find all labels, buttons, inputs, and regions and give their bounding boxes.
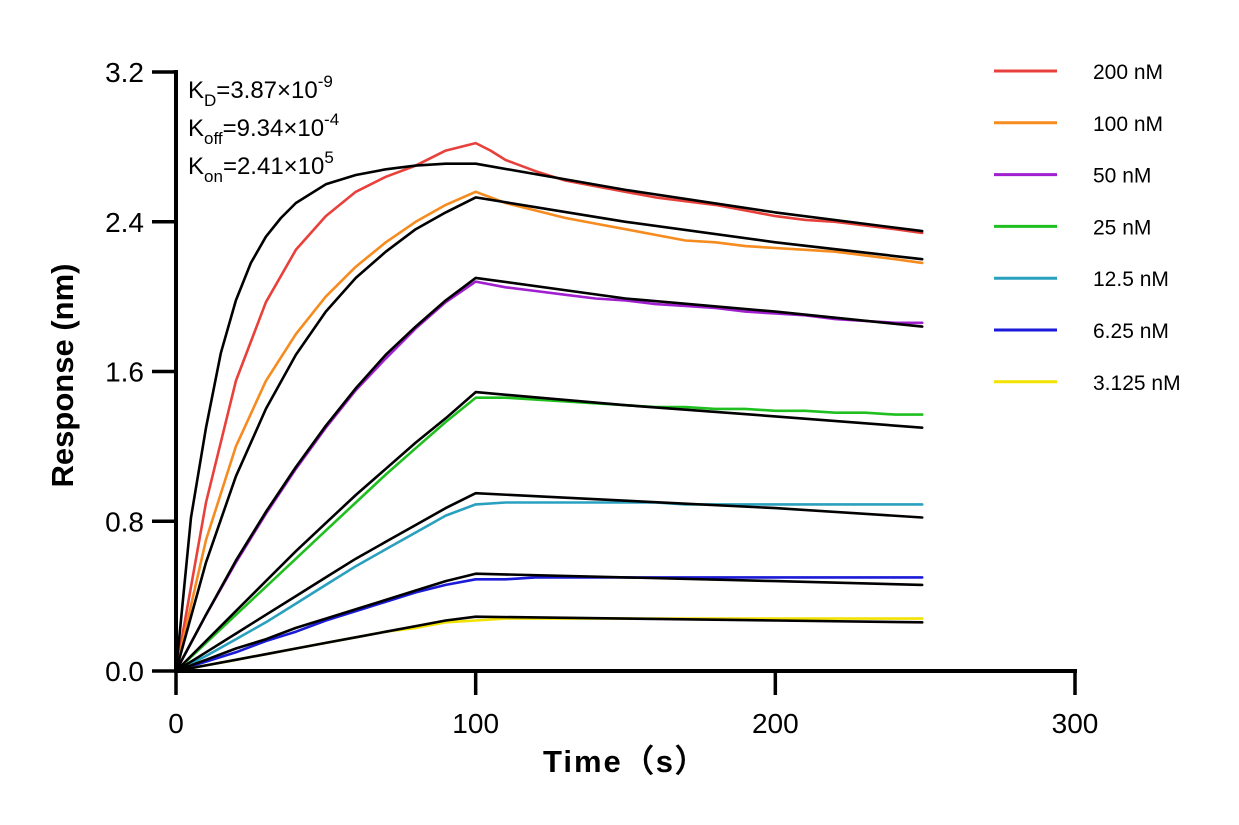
series-line-50-nm: [174, 280, 924, 673]
x-tick-label: 0: [168, 708, 184, 739]
legend-label-100-nm: 100 nM: [1093, 113, 1163, 136]
annotation-kon: Kon=2.41×105: [188, 148, 334, 186]
y-axis-title: Response (nm): [45, 264, 80, 488]
x-tick-label: 100: [452, 708, 499, 739]
fit-line-200-nm: [174, 162, 924, 673]
legend-label-25-nm: 25 nM: [1093, 216, 1151, 239]
legend-label-6-25-nm: 6.25 nM: [1093, 320, 1169, 343]
y-tick-label: 0.8: [105, 506, 144, 537]
series-line-3-125-nm: [174, 617, 924, 673]
curves-layer: [174, 141, 924, 673]
y-tick-label: 1.6: [105, 357, 144, 388]
fit-line-3-125-nm: [174, 615, 924, 673]
fit-line-6-25-nm: [174, 572, 924, 673]
axes-layer: 0.0 0.8 1.6 2.4 3.2 0 100 200 300 Time（s） Response…: [45, 57, 1098, 779]
x-tick-label: 200: [752, 708, 799, 739]
y-tick-label: 0.0: [105, 656, 144, 687]
x-axis-title: Time（s）: [543, 744, 708, 779]
legend-label-200-nm: 200 nM: [1093, 61, 1163, 84]
fit-line-25-nm: [174, 390, 924, 673]
fit-line-50-nm: [174, 276, 924, 673]
annotation-koff: Koff=9.34×10-4: [188, 110, 339, 148]
series-line-100-nm: [174, 190, 924, 673]
series-line-12-5-nm: [174, 501, 924, 673]
annotation-kd: KD=3.87×10-9: [188, 72, 333, 110]
legend: 200 nM 100 nM 50 nM 25 nM 12.5 nM 6.25 nM 3.12…: [994, 61, 1181, 395]
y-tick-label: 2.4: [105, 207, 144, 238]
legend-label-12-5-nm: 12.5 nM: [1093, 268, 1169, 291]
series-line-6-25-nm: [174, 576, 924, 673]
fit-line-12-5-nm: [174, 491, 924, 673]
series-line-25-nm: [174, 396, 924, 673]
y-tick-label: 3.2: [105, 57, 144, 88]
series-line-200-nm: [174, 141, 924, 673]
x-tick-label: 300: [1052, 708, 1099, 739]
legend-label-3-125-nm: 3.125 nM: [1093, 372, 1181, 395]
fit-line-100-nm: [174, 196, 924, 673]
legend-label-50-nm: 50 nM: [1093, 165, 1151, 188]
